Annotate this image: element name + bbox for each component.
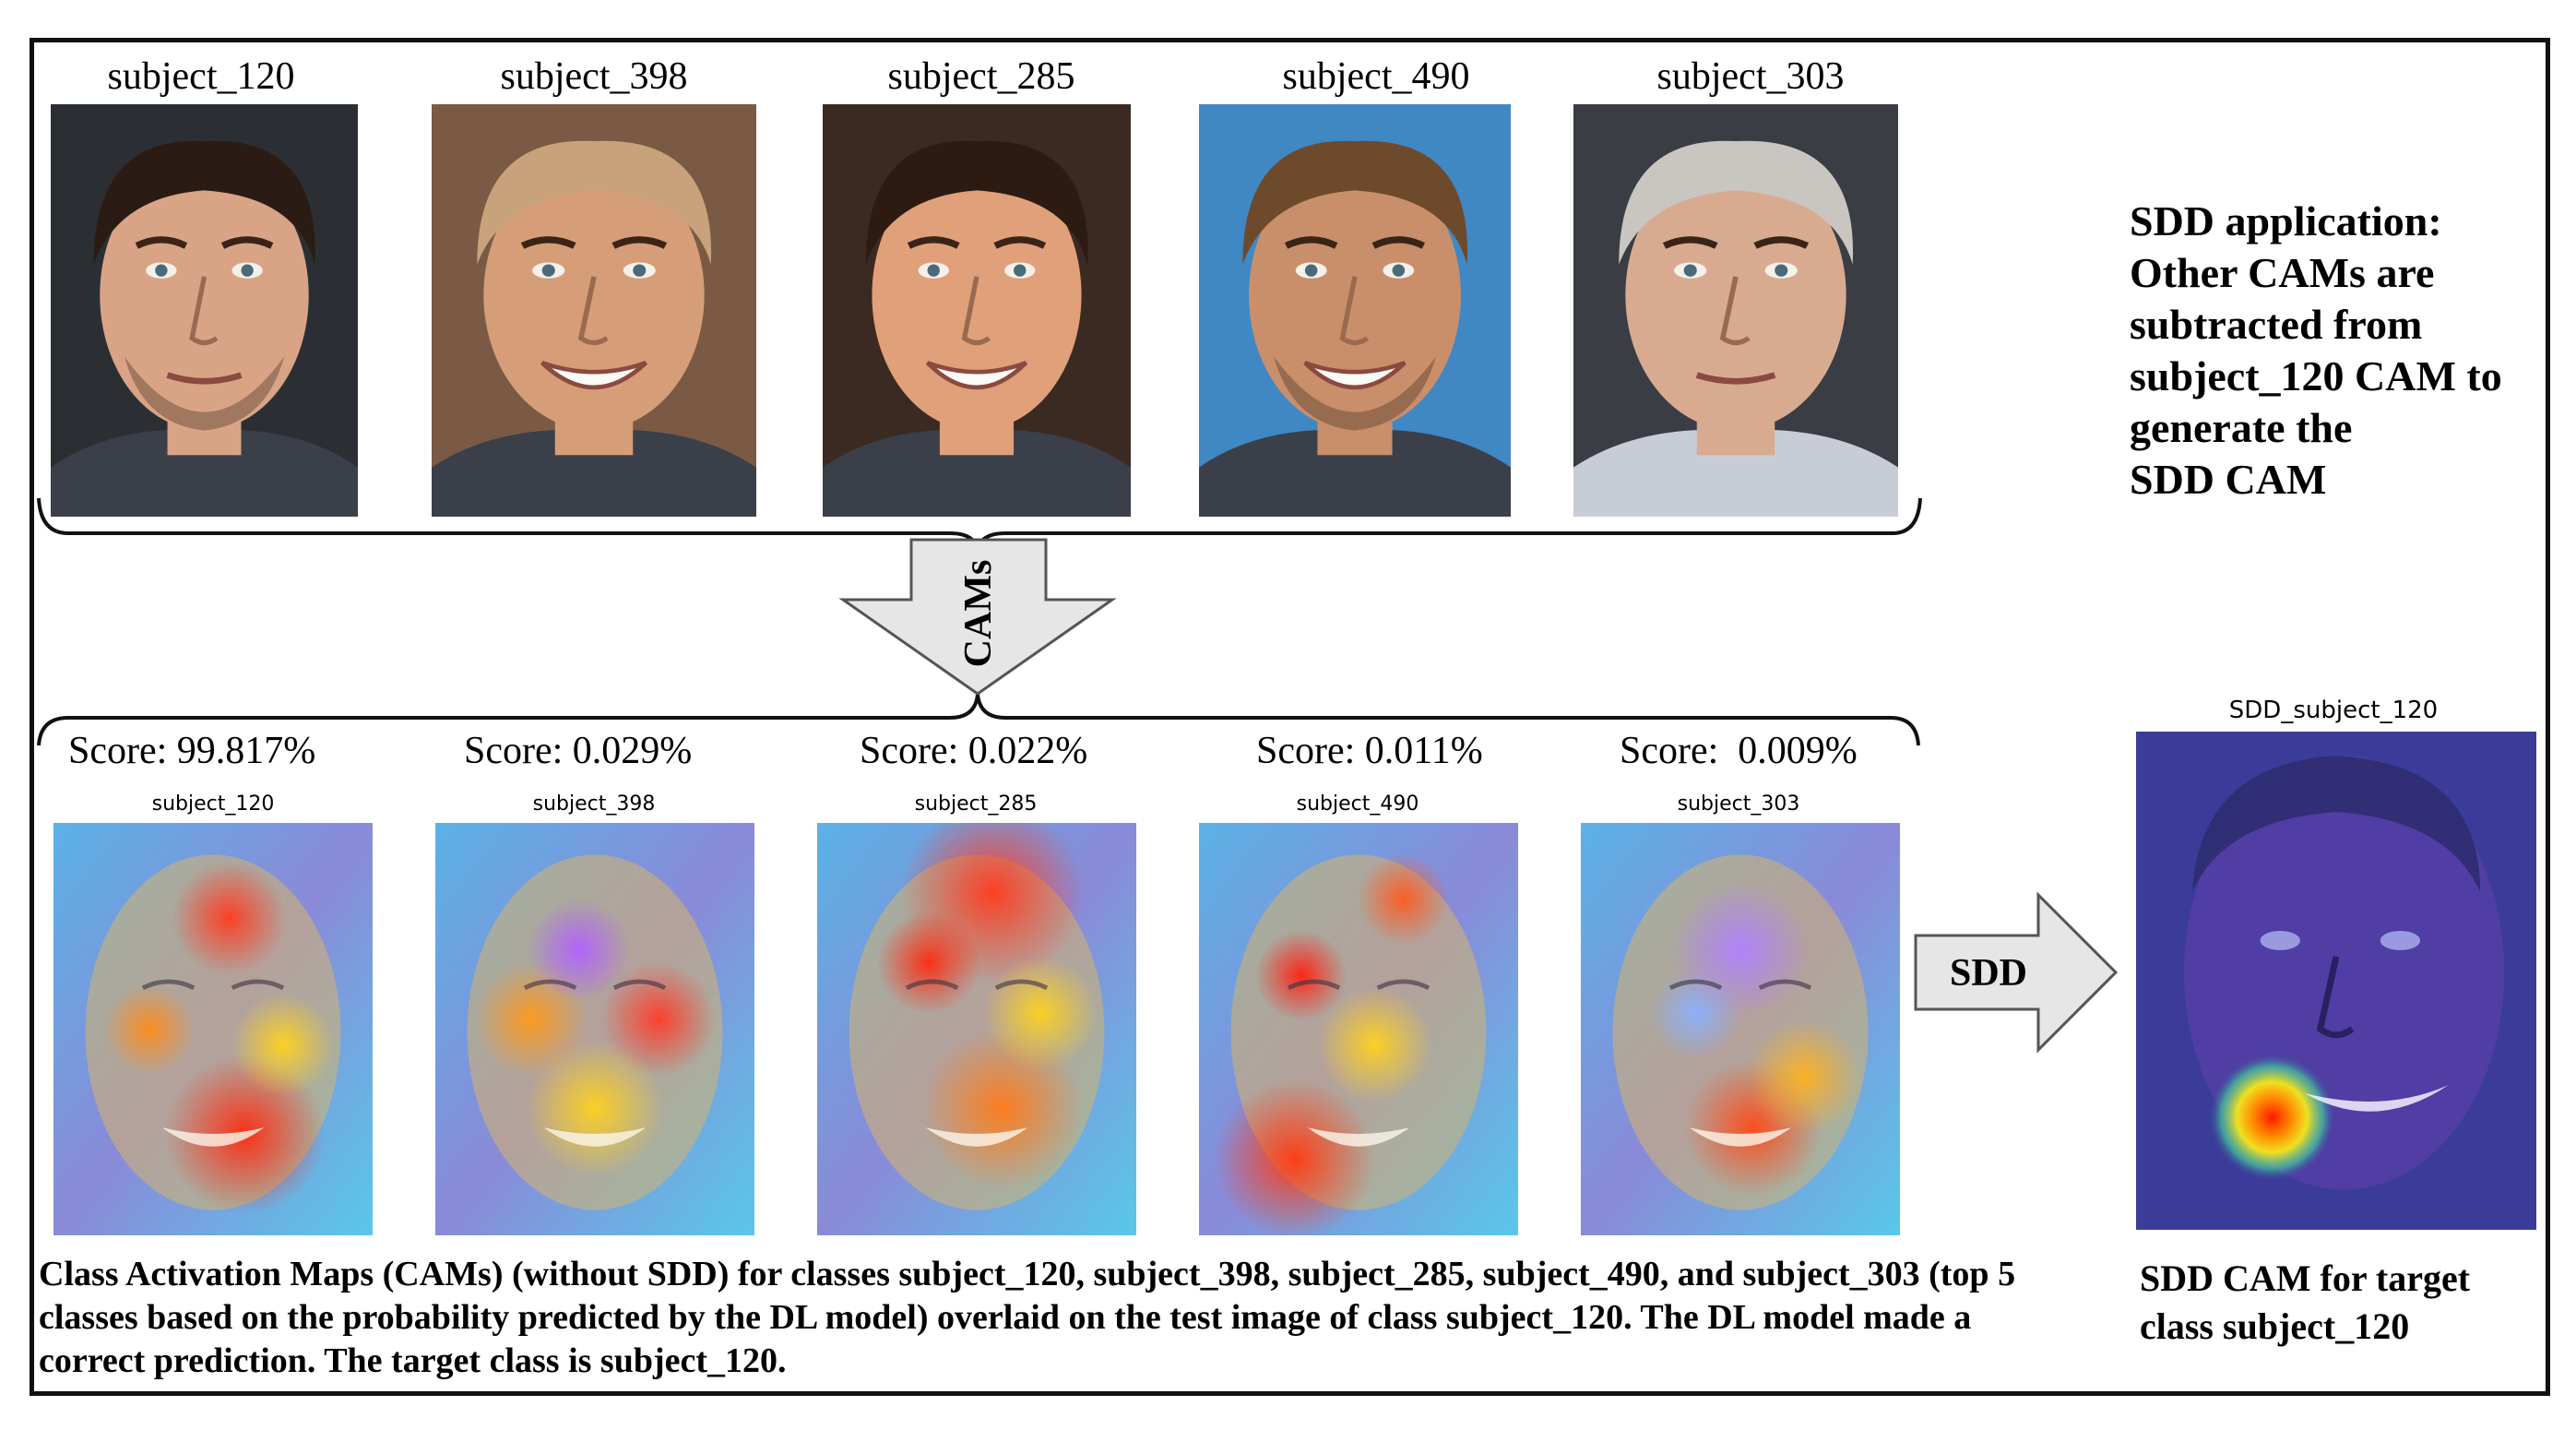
- face-photo-3: [823, 104, 1131, 517]
- face-photo-5: [1573, 104, 1898, 517]
- sdd-cam-title: SDD_subject_120: [2228, 697, 2439, 724]
- cam-heatmap-5: [1581, 823, 1900, 1235]
- sdd-note-line: subject_120 CAM to: [2130, 352, 2502, 399]
- cam-title-2: subject_398: [532, 792, 656, 816]
- caption-line: Class Activation Maps (CAMs) (without SD…: [39, 1255, 2016, 1293]
- figure-caption: Class Activation Maps (CAMs) (without SD…: [39, 1253, 2105, 1383]
- caption-line: classes based on the probability predict…: [39, 1298, 1972, 1337]
- cam-title-1: subject_120: [151, 792, 275, 816]
- sdd-caption-line: class subject_120: [2140, 1305, 2410, 1347]
- face-label-3: subject_285: [887, 55, 1075, 98]
- score-3: Score: 0.022%: [860, 730, 1088, 772]
- sdd-note-line: SDD CAM: [2130, 456, 2327, 503]
- cam-title-4: subject_490: [1296, 792, 1419, 816]
- face-label-5: subject_303: [1656, 55, 1845, 98]
- face-photo-2: [432, 104, 756, 517]
- face-label-2: subject_398: [500, 55, 688, 98]
- face-label-4: subject_490: [1282, 55, 1470, 98]
- sdd-application-note: SDD application: Other CAMs are subtract…: [2130, 196, 2502, 506]
- cam-title-3: subject_285: [914, 792, 1038, 816]
- sdd-note-line: subtracted from: [2130, 301, 2423, 348]
- sdd-note-line: SDD application:: [2130, 197, 2442, 244]
- score-4: Score: 0.011%: [1256, 730, 1483, 772]
- cam-heatmap-3: [817, 823, 1136, 1235]
- cam-heatmap-1: [53, 823, 373, 1235]
- sdd-note-line: generate the: [2130, 404, 2353, 451]
- score-5: Score: 0.009%: [1620, 730, 1858, 772]
- score-2: Score: 0.029%: [464, 730, 693, 772]
- sdd-cam-caption: SDD CAM for target class subject_120: [2140, 1255, 2470, 1351]
- figure-frame: [30, 38, 2550, 1396]
- caption-line: correct prediction. The target class is …: [39, 1341, 787, 1380]
- cam-heatmap-2: [435, 823, 754, 1235]
- face-label-1: subject_120: [107, 55, 295, 98]
- sdd-cam-heatmap: [2136, 732, 2536, 1230]
- score-1: Score: 99.817%: [68, 730, 316, 772]
- face-photo-4: [1199, 104, 1511, 517]
- face-photo-1: [51, 104, 358, 517]
- cam-heatmap-4: [1199, 823, 1518, 1235]
- sdd-caption-line: SDD CAM for target: [2140, 1257, 2471, 1299]
- cam-title-5: subject_303: [1677, 792, 1800, 816]
- sdd-note-line: Other CAMs are: [2130, 249, 2435, 296]
